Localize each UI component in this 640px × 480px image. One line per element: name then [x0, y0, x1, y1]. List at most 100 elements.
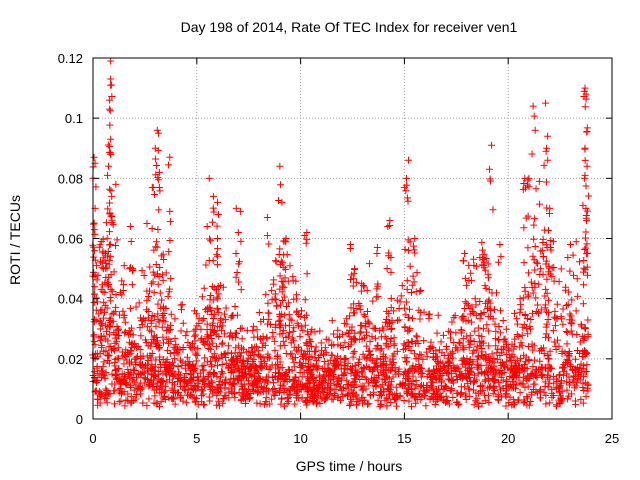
data-point [377, 400, 385, 408]
data-point [486, 175, 494, 183]
data-point [478, 400, 486, 408]
data-point [195, 376, 203, 384]
data-point [412, 363, 420, 371]
data-point [243, 391, 251, 399]
data-point [467, 269, 475, 277]
y-tick-label: 0.04 [58, 292, 83, 307]
data-point [108, 92, 116, 100]
data-point [234, 228, 242, 236]
data-point [520, 224, 528, 232]
data-point [372, 359, 380, 367]
data-point [271, 295, 279, 303]
data-point [558, 349, 566, 357]
data-point [291, 400, 299, 408]
data-point [213, 354, 221, 362]
data-point [393, 347, 401, 355]
data-point [129, 376, 137, 384]
data-point [398, 282, 406, 290]
data-point [304, 384, 312, 392]
data-point [363, 400, 371, 408]
data-point [90, 331, 98, 339]
data-point [100, 298, 108, 306]
data-point [361, 373, 369, 381]
data-point [437, 338, 445, 346]
data-point [395, 365, 403, 373]
data-point [394, 296, 402, 304]
data-point [296, 332, 304, 340]
data-point [279, 259, 287, 267]
data-point [536, 347, 544, 355]
data-point [535, 280, 543, 288]
data-point [328, 317, 336, 325]
data-point [350, 383, 358, 391]
data-point [492, 327, 500, 335]
data-points [89, 57, 593, 411]
data-point [97, 258, 105, 266]
data-point [520, 321, 528, 329]
data-point [482, 397, 490, 405]
data-point [90, 253, 98, 261]
data-point [409, 390, 417, 398]
data-point [159, 339, 167, 347]
data-point [465, 344, 473, 352]
data-point [582, 90, 590, 98]
data-point [545, 380, 553, 388]
data-point [488, 350, 496, 358]
data-point [563, 328, 571, 336]
data-point [270, 384, 278, 392]
data-point [303, 341, 311, 349]
data-point [104, 351, 112, 359]
data-point [353, 401, 361, 409]
data-point [529, 362, 537, 370]
data-point [550, 372, 558, 380]
data-point [153, 243, 161, 251]
data-point [148, 350, 156, 358]
data-point [377, 401, 385, 409]
data-point [285, 321, 293, 329]
data-point [402, 380, 410, 388]
data-point [177, 301, 185, 309]
data-point [251, 377, 259, 385]
data-point [460, 345, 468, 353]
data-point [212, 342, 220, 350]
data-point [544, 334, 552, 342]
data-point [478, 345, 486, 353]
data-point [299, 355, 307, 363]
data-point [410, 246, 418, 254]
data-point [274, 369, 282, 377]
data-point [462, 281, 470, 289]
data-point [532, 258, 540, 266]
data-point [265, 240, 273, 248]
data-point [245, 380, 253, 388]
data-point [342, 385, 350, 393]
data-point [278, 297, 286, 305]
data-point [540, 350, 548, 358]
data-point [363, 287, 371, 295]
data-point [201, 354, 209, 362]
data-point [199, 387, 207, 395]
data-point [90, 368, 98, 376]
data-point [122, 380, 130, 388]
data-point [503, 378, 511, 386]
data-point [359, 385, 367, 393]
data-point [157, 398, 165, 406]
data-point [316, 400, 324, 408]
data-point [368, 356, 376, 364]
data-point [396, 392, 404, 400]
data-point [108, 192, 116, 200]
data-point [330, 381, 338, 389]
data-point [436, 367, 444, 375]
data-point [373, 244, 381, 252]
data-point [387, 304, 395, 312]
data-point [273, 302, 281, 310]
data-point [472, 262, 480, 270]
data-point [365, 347, 373, 355]
data-point [197, 325, 205, 333]
data-point [525, 174, 533, 182]
data-point [256, 374, 264, 382]
data-point [218, 339, 226, 347]
data-point [427, 338, 435, 346]
data-point [582, 217, 590, 225]
data-point [569, 366, 577, 374]
data-point [385, 375, 393, 383]
